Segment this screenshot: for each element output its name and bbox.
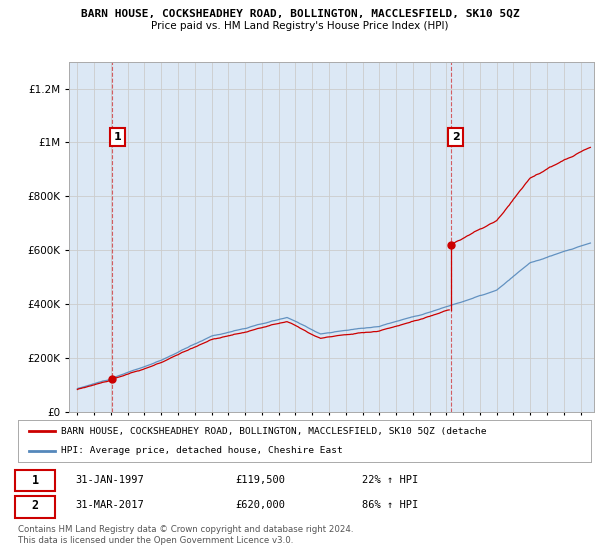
- Text: 86% ↑ HPI: 86% ↑ HPI: [362, 500, 418, 510]
- Text: 1: 1: [113, 132, 121, 142]
- Text: 22% ↑ HPI: 22% ↑ HPI: [362, 475, 418, 486]
- Text: 31-JAN-1997: 31-JAN-1997: [76, 475, 144, 486]
- Text: 2: 2: [452, 132, 460, 142]
- Text: BARN HOUSE, COCKSHEADHEY ROAD, BOLLINGTON, MACCLESFIELD, SK10 5QZ: BARN HOUSE, COCKSHEADHEY ROAD, BOLLINGTO…: [80, 9, 520, 19]
- Text: HPI: Average price, detached house, Cheshire East: HPI: Average price, detached house, Ches…: [61, 446, 343, 455]
- Text: 2: 2: [32, 499, 39, 512]
- Text: 1: 1: [32, 474, 39, 487]
- Text: 31-MAR-2017: 31-MAR-2017: [76, 500, 144, 510]
- Text: £620,000: £620,000: [236, 500, 286, 510]
- FancyBboxPatch shape: [15, 470, 55, 491]
- Text: Price paid vs. HM Land Registry's House Price Index (HPI): Price paid vs. HM Land Registry's House …: [151, 21, 449, 31]
- FancyBboxPatch shape: [15, 496, 55, 517]
- Text: BARN HOUSE, COCKSHEADHEY ROAD, BOLLINGTON, MACCLESFIELD, SK10 5QZ (detache: BARN HOUSE, COCKSHEADHEY ROAD, BOLLINGTO…: [61, 427, 487, 436]
- Text: Contains HM Land Registry data © Crown copyright and database right 2024.
This d: Contains HM Land Registry data © Crown c…: [18, 525, 353, 545]
- Text: £119,500: £119,500: [236, 475, 286, 486]
